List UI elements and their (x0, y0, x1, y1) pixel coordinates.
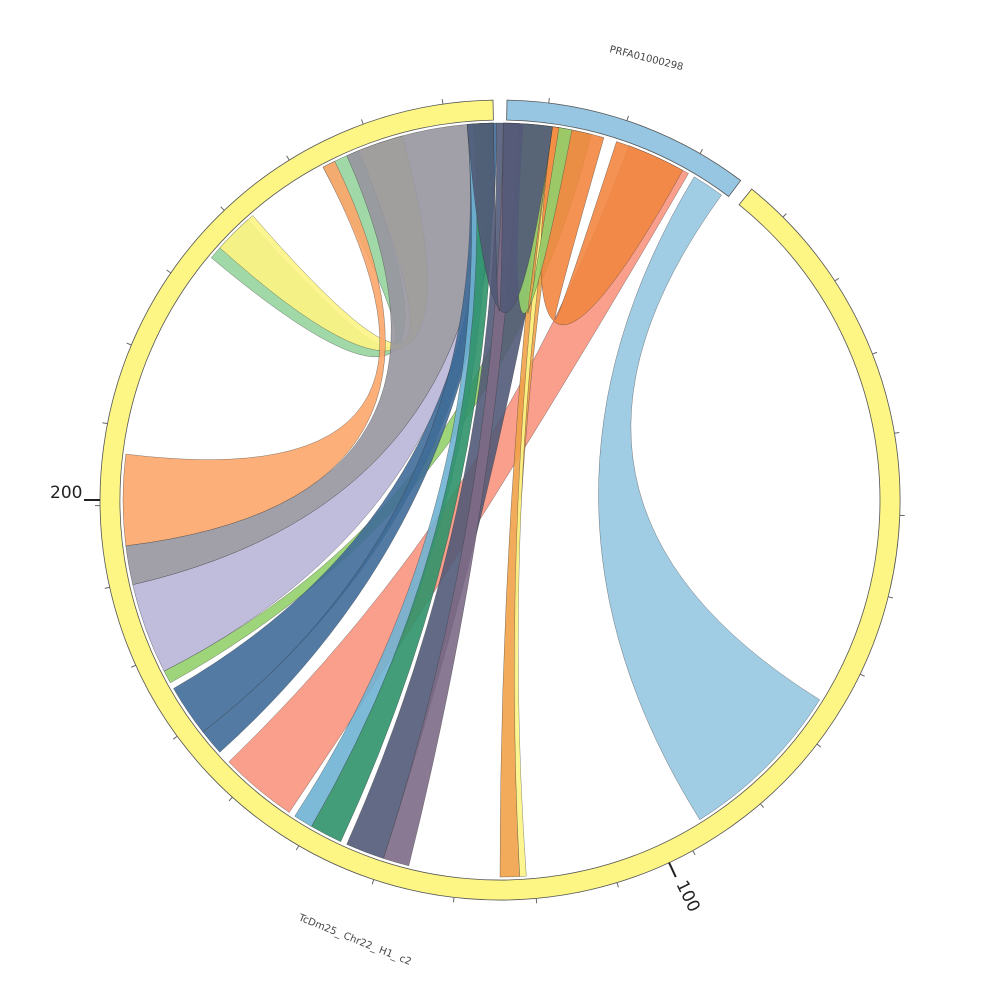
tick-mark (782, 213, 787, 218)
tick-mark (295, 845, 300, 851)
ribbon-orange (540, 126, 684, 326)
tick-mark (872, 351, 878, 355)
tick-layer (84, 97, 905, 904)
tick-mark (228, 796, 233, 802)
tick-mark (452, 897, 455, 903)
tick-mark (361, 119, 364, 125)
ideogram-prfa01000298 (506, 99, 742, 198)
ideogram-tcdm25-chr22 (99, 99, 901, 901)
tick-mark (759, 803, 764, 808)
sequence-label-tcdm25-chr22: TcDm25_ Chr22_ H1_ c2 (296, 912, 413, 968)
tick-mark (616, 882, 619, 888)
ideogram-layer (99, 99, 901, 901)
ribbon-blue (598, 176, 821, 821)
tick-mark (692, 850, 696, 856)
ribbon-slate-top (466, 122, 553, 314)
tick-mark (371, 879, 375, 885)
tick-mark (220, 206, 225, 211)
tick-mark (172, 735, 178, 740)
tick-mark (887, 596, 894, 599)
tick-mark (548, 97, 550, 104)
tick-mark (626, 115, 629, 121)
tick-mark (102, 422, 108, 425)
tick-mark (894, 431, 900, 434)
tick-mark (834, 277, 840, 282)
ribbon-peach (122, 160, 386, 547)
tick-mark (166, 269, 172, 274)
tick-mark (816, 743, 822, 748)
tick-mark (699, 149, 703, 154)
tick-mark (859, 673, 865, 677)
major-tick-100 (668, 862, 677, 878)
sequence-label-prfa01000298: PRFA01000298 (608, 44, 684, 73)
tick-mark (286, 155, 290, 161)
tick-mark (130, 664, 136, 668)
ribbon-layer (122, 122, 821, 878)
tick-mark (126, 342, 132, 346)
tick-mark (441, 99, 444, 105)
tick-mark (104, 586, 110, 589)
tick-label-200: 200 (50, 483, 82, 503)
tick-label-100: 100 (672, 877, 704, 915)
